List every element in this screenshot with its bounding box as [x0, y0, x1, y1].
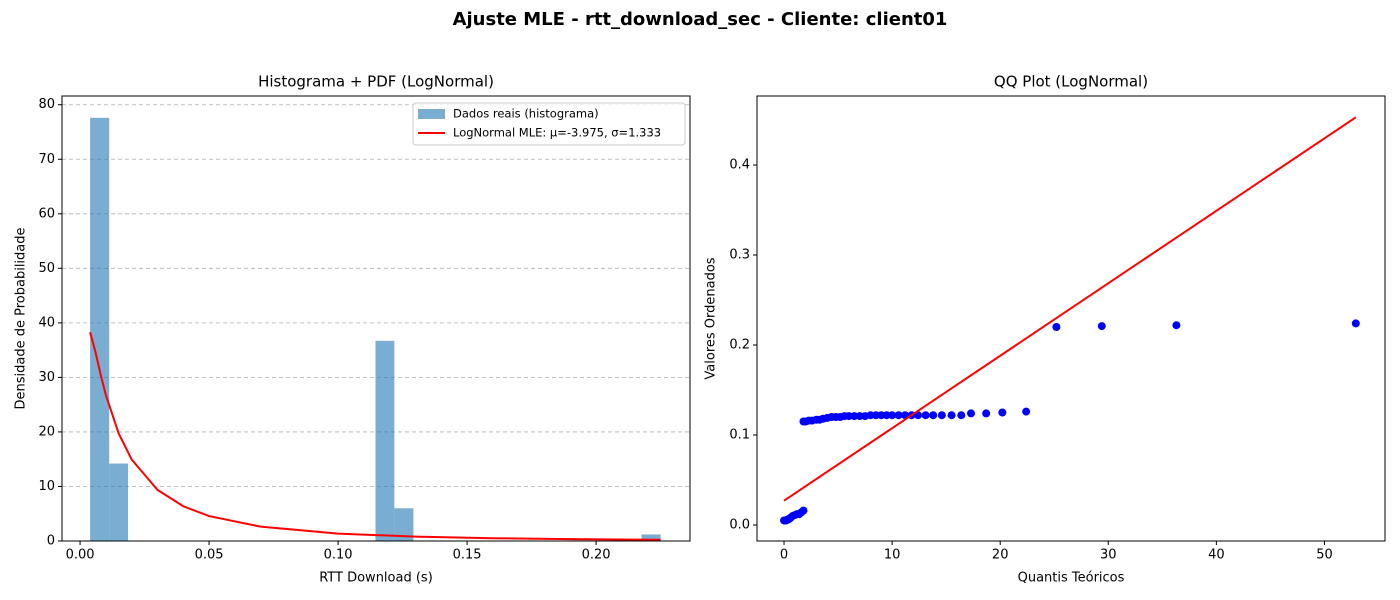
- qq-point: [799, 506, 808, 515]
- x-axis-label: RTT Download (s): [319, 571, 433, 586]
- x-tick-label: 0.15: [453, 548, 482, 563]
- x-tick-label: 0.05: [195, 548, 224, 563]
- y-axis-label: Densidade de Probabilidade: [14, 227, 29, 409]
- axes-frame: [756, 95, 1386, 542]
- histogram-bar: [394, 508, 414, 541]
- qq-point: [982, 409, 991, 418]
- x-tick-label: 50: [1316, 548, 1333, 563]
- subplot-title: Histograma + PDF (LogNormal): [258, 73, 494, 91]
- pdf-line: [89, 331, 661, 541]
- qq-point: [947, 411, 956, 420]
- y-tick-label: 80: [38, 97, 55, 112]
- y-tick-label: 0.1: [729, 427, 750, 442]
- qq-point: [998, 408, 1007, 417]
- histogram-bar: [90, 117, 110, 542]
- y-tick-label: 50: [38, 261, 55, 276]
- legend-swatch: [418, 109, 445, 119]
- x-tick-label: 10: [884, 548, 901, 563]
- y-tick-label: 70: [38, 152, 55, 167]
- y-axis-label: Valores Ordenados: [704, 257, 719, 379]
- y-tick-label: 40: [38, 315, 55, 330]
- qq-point: [888, 411, 897, 420]
- qq-point: [929, 411, 938, 420]
- y-tick-label: 0.3: [729, 248, 750, 263]
- qq-point: [937, 411, 946, 420]
- qq-point: [957, 411, 966, 420]
- legend-box: [412, 102, 686, 146]
- x-tick-label: 20: [992, 548, 1009, 563]
- y-tick-label: 0.2: [729, 338, 750, 353]
- x-tick-label: 0.00: [66, 548, 95, 563]
- qq-point: [1097, 322, 1106, 331]
- legend-label: LogNormal MLE: μ=-3.975, σ=1.333: [453, 126, 661, 140]
- qq-point: [1172, 321, 1181, 330]
- qq-point: [921, 411, 930, 420]
- qq-point: [894, 411, 903, 420]
- legend-label: Dados reais (histograma): [453, 107, 599, 121]
- qq-point: [1022, 407, 1031, 416]
- x-axis-label: Quantis Teóricos: [1018, 571, 1125, 586]
- y-tick-label: 20: [38, 424, 55, 439]
- qq-point: [1052, 323, 1061, 332]
- y-tick-label: 10: [38, 479, 55, 494]
- subplot-title: QQ Plot (LogNormal): [994, 73, 1148, 91]
- reference-line: [783, 116, 1357, 502]
- histogram-bar: [109, 463, 129, 541]
- y-tick-label: 0.0: [729, 517, 750, 532]
- y-tick-label: 0: [47, 534, 55, 549]
- axes-frame: [61, 95, 691, 542]
- qq-point: [967, 409, 976, 418]
- x-tick-label: 0.10: [324, 548, 353, 563]
- x-tick-label: 0.20: [582, 548, 611, 563]
- y-tick-label: 60: [38, 206, 55, 221]
- histogram-bar: [641, 534, 661, 541]
- x-tick-label: 30: [1100, 548, 1117, 563]
- histogram-bar: [375, 340, 395, 541]
- figure-title: Ajuste MLE - rtt_download_sec - Cliente:…: [453, 9, 948, 30]
- qq-point: [1351, 319, 1360, 328]
- y-tick-label: 30: [38, 370, 55, 385]
- x-tick-label: 40: [1208, 548, 1225, 563]
- y-tick-label: 0.4: [729, 158, 750, 173]
- x-tick-label: 0: [780, 548, 788, 563]
